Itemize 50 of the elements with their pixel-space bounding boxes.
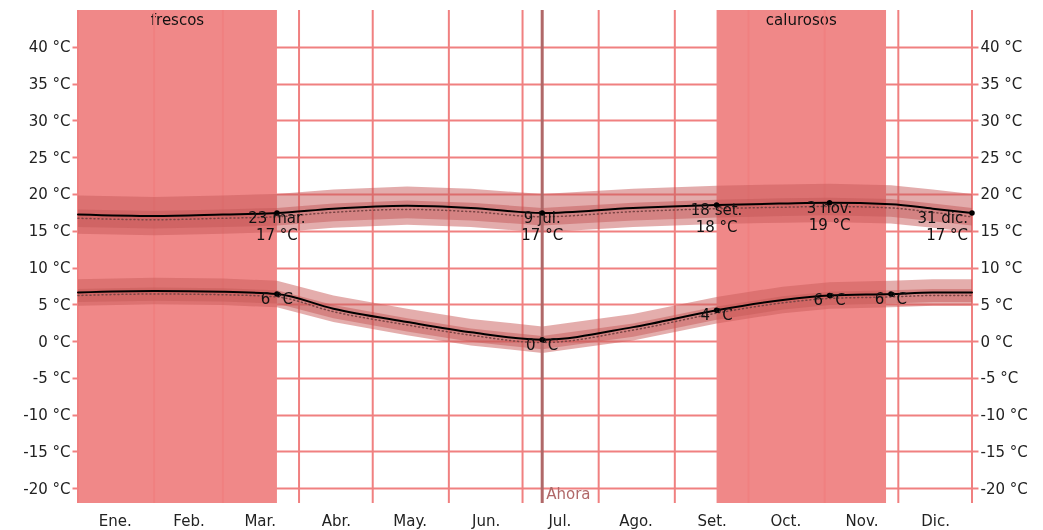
x-tick-label: Ago.: [619, 511, 653, 530]
y2-tick-label: 35 °C: [980, 75, 1023, 94]
annotation: 9 jul. 17 °C: [521, 209, 564, 245]
y2-tick-label: 40 °C: [980, 38, 1023, 57]
annotation: 18 set. 18 °C: [690, 200, 743, 236]
y2-tick-label: 15 °C: [980, 222, 1023, 241]
annotation: 31 dic. 17 °C: [917, 209, 968, 245]
y2-tick-label: 20 °C: [980, 185, 1023, 204]
annotation: 0 °C: [526, 335, 559, 354]
x-tick-label: Set.: [697, 511, 727, 530]
x-tick-label: Abr.: [321, 511, 352, 530]
x-tick-label: Nov.: [845, 511, 879, 530]
y-tick-label: -5 °C: [32, 369, 71, 388]
x-tick-label: Dic.: [921, 511, 951, 530]
x-tick-label: Feb.: [173, 511, 205, 530]
y2-tick-label: -10 °C: [980, 406, 1028, 425]
y2-tick-label: 30 °C: [980, 111, 1023, 130]
y2-tick-label: 5 °C: [980, 295, 1013, 314]
y-tick-label: 15 °C: [28, 222, 71, 241]
annotation: 3 nov. 19 °C: [806, 198, 853, 234]
annotation: 6 °C: [874, 290, 908, 309]
x-tick-label: Jul.: [547, 511, 572, 530]
y-tick-label: 30 °C: [28, 111, 71, 130]
y2-tick-label: 10 °C: [980, 259, 1023, 278]
annotation: 23 mar. 17 °C: [248, 209, 306, 245]
x-tick-label: May.: [393, 511, 427, 530]
y-tick-label: 25 °C: [28, 148, 71, 167]
annotation: 6 °C: [260, 290, 294, 309]
y-tick-label: -20 °C: [23, 479, 71, 498]
y-tick-label: 10 °C: [28, 259, 71, 278]
y-tick-label: 5 °C: [38, 295, 71, 314]
y-tick-label: 0 °C: [38, 332, 71, 351]
y2-tick-label: -15 °C: [980, 442, 1028, 461]
y2-tick-label: -20 °C: [980, 479, 1028, 498]
annotation: 6 °C: [813, 291, 846, 310]
x-tick-label: Mar.: [244, 511, 277, 530]
y-tick-label: 40 °C: [28, 38, 71, 57]
x-tick-label: Ene.: [98, 511, 132, 530]
x-tick-label: Oct.: [770, 511, 802, 530]
ref-line-label: Ahora: [546, 485, 591, 503]
y-tick-label: 35 °C: [28, 75, 71, 94]
y-tick-label: -15 °C: [23, 442, 71, 461]
band-label: calurosos: [765, 11, 837, 29]
y2-tick-label: 0 °C: [980, 332, 1013, 351]
y-tick-label: -10 °C: [23, 406, 71, 425]
y2-tick-label: -5 °C: [980, 369, 1019, 388]
band-label: frescos: [150, 11, 205, 29]
y-tick-label: 20 °C: [28, 185, 71, 204]
x-tick-label: Jun.: [471, 511, 501, 530]
y2-tick-label: 25 °C: [980, 148, 1023, 167]
